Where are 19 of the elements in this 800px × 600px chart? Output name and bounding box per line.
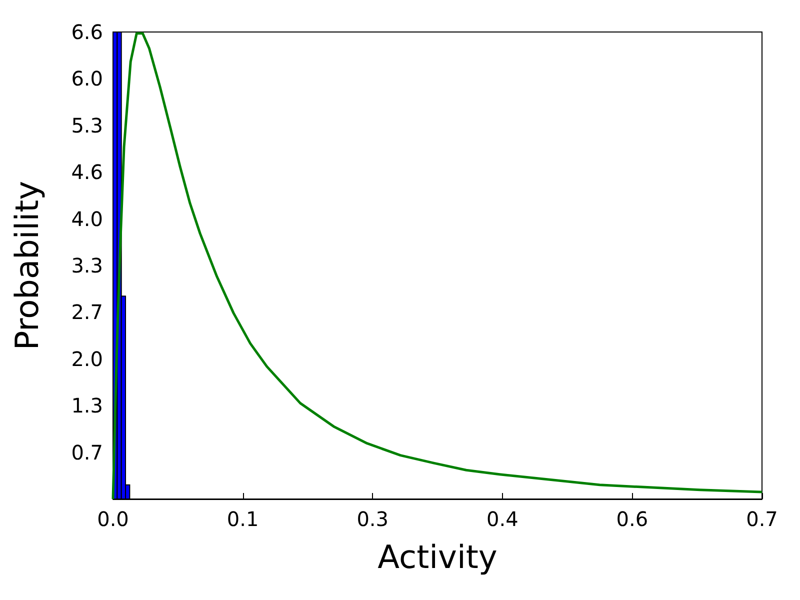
line-series	[112, 32, 764, 500]
x-tick-label: 0.3	[356, 507, 389, 531]
y-tick-label: 6.6	[71, 20, 103, 44]
x-tick-label: 0.4	[486, 507, 518, 531]
y-tick-label: 4.6	[71, 160, 103, 184]
y-tick-label: 3.3	[71, 254, 103, 278]
x-tick-label: 0.1	[226, 507, 259, 531]
y-tick-label: 2.7	[71, 300, 103, 324]
x-tick-label: 0.7	[746, 507, 778, 531]
y-tick-label: 4.0	[71, 206, 103, 231]
y-tick-label: 2.0	[71, 346, 103, 371]
y-tick-label: 6.0	[71, 66, 103, 91]
x-axis-title: Activity	[378, 538, 498, 576]
y-tick-label: 1.3	[71, 394, 103, 418]
x-tick-label: 0.6	[616, 507, 648, 531]
y-axis-title: Probability	[8, 180, 46, 350]
y-tick-label: 5.3	[71, 113, 103, 138]
y-tick-label: 0.7	[71, 440, 103, 464]
x-tick-label: 0.0	[97, 507, 129, 531]
